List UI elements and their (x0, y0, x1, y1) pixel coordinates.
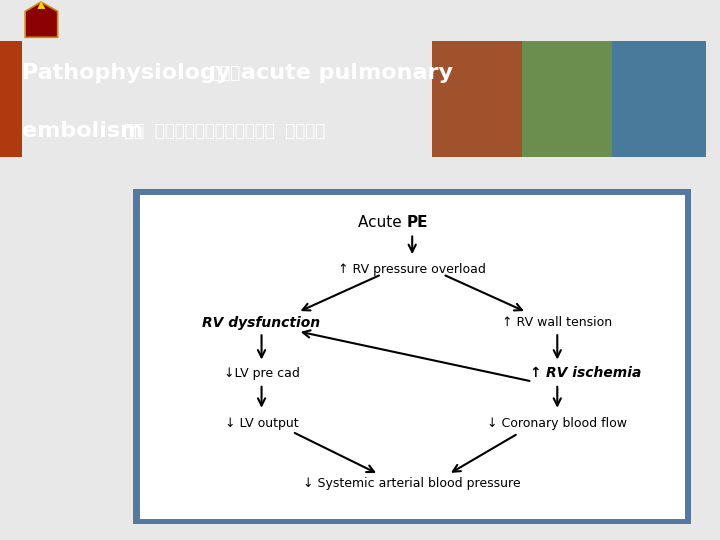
Text: RV dysfunction: RV dysfunction (202, 316, 320, 330)
Bar (432, 40, 526, 157)
Text: acute pulmonary: acute pulmonary (241, 63, 453, 83)
Text: Acute: Acute (358, 215, 407, 230)
Text: ↑ RV wall tension: ↑ RV wall tension (503, 316, 612, 329)
Bar (0, 40, 22, 157)
Text: ↑: ↑ (530, 366, 546, 380)
Text: ↑ RV pressure overload: ↑ RV pressure overload (338, 263, 486, 276)
Polygon shape (25, 2, 58, 37)
Polygon shape (37, 1, 45, 9)
Text: ↓ Systemic arterial blood pressure: ↓ Systemic arterial blood pressure (303, 477, 521, 490)
Text: embolism: embolism (22, 121, 143, 141)
Bar (612, 40, 706, 157)
Text: ↓ LV output: ↓ LV output (225, 417, 298, 430)
FancyBboxPatch shape (136, 191, 688, 522)
Text: ของ: ของ (205, 64, 246, 82)
Text: ↓LV pre cad: ↓LV pre cad (224, 367, 300, 380)
Text: ↓ Coronary blood flow: ↓ Coronary blood flow (487, 417, 627, 430)
Bar (522, 40, 616, 157)
Text: PE: PE (407, 215, 428, 230)
Text: Pathophysiology: Pathophysiology (22, 63, 230, 83)
Text: ตอ  ระบบไหลเวียน  โลหด: ตอ ระบบไหลเวียน โลหด (119, 122, 325, 140)
Text: RV ischemia: RV ischemia (546, 366, 642, 380)
